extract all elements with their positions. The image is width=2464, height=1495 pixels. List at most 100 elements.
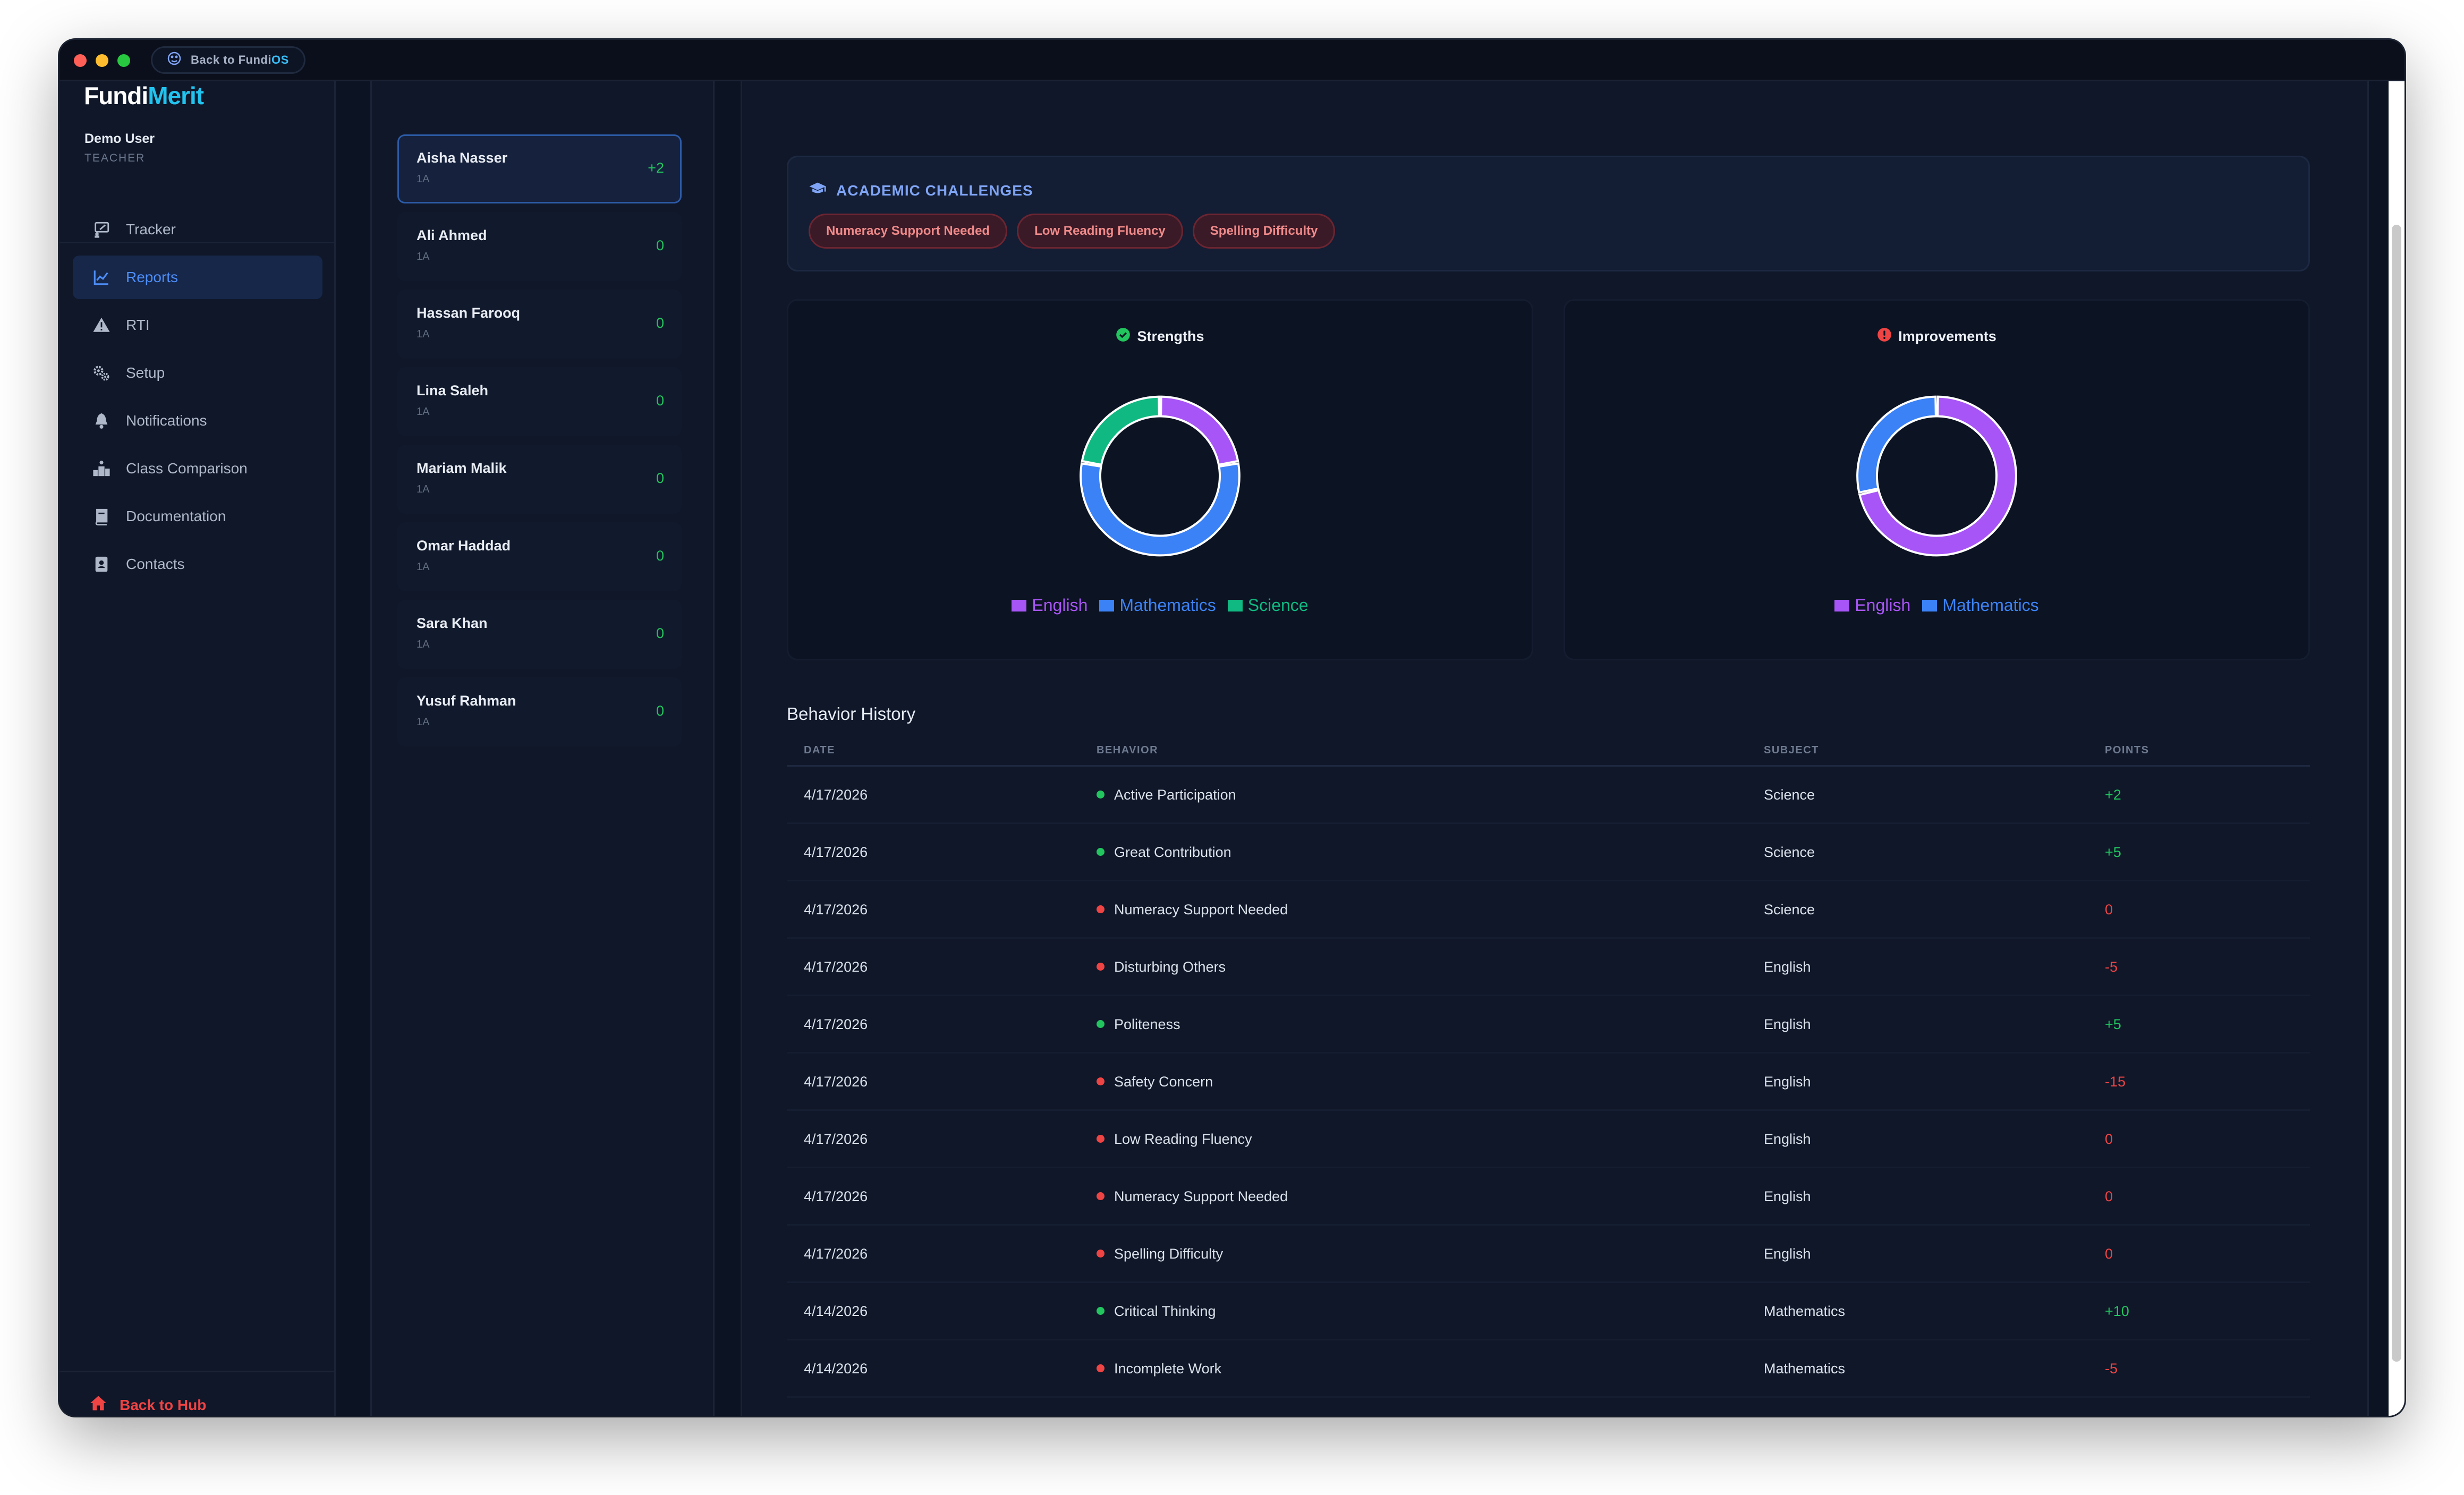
user-name: Demo User — [84, 131, 155, 146]
legend-item-science[interactable]: Science — [1227, 596, 1309, 615]
student-name: Hassan Farooq — [417, 305, 521, 321]
scrollbar[interactable] — [2389, 81, 2404, 1416]
row-behavior: Critical Thinking — [1097, 1303, 1216, 1320]
fundi-logo-icon — [166, 50, 182, 70]
sidebar-item-reports[interactable]: Reports — [73, 256, 322, 299]
legend-item-mathematics[interactable]: Mathematics — [1922, 596, 2039, 615]
sidebar-item-notifications[interactable]: Notifications — [73, 399, 322, 443]
donut-slice-english[interactable] — [1858, 395, 2017, 557]
sidebar-item-label: Class Comparison — [126, 460, 248, 477]
row-behavior: Disturbing Others — [1097, 959, 1226, 975]
student-class: 1A — [417, 483, 430, 495]
table-row[interactable]: 4/17/2026 Numeracy Support Needed Science 0 — [787, 881, 2310, 939]
sidebar-item-label: Notifications — [126, 412, 207, 429]
report-panel: ACADEMIC CHALLENGES Numeracy Support Nee… — [741, 81, 2369, 1416]
table-row[interactable]: 4/14/2026PolitenessMathematics+5 — [787, 1398, 2310, 1416]
status-dot — [1097, 1364, 1104, 1372]
sidebar-item-label: Tracker — [126, 221, 176, 237]
row-behavior-label: Spelling Difficulty — [1114, 1246, 1223, 1262]
alert-circle-icon — [1877, 327, 1892, 346]
student-class: 1A — [417, 561, 430, 573]
row-subject: English — [1764, 1246, 1811, 1262]
legend-label: English — [1855, 596, 1911, 615]
student-class: 1A — [417, 406, 430, 418]
improvements-title: Improvements — [1565, 327, 2308, 346]
table-row[interactable]: 4/17/2026 Spelling Difficulty English 0 — [787, 1226, 2310, 1283]
donut-slice-mathematics[interactable] — [1080, 462, 1241, 557]
sidebar-item-setup[interactable]: Setup — [73, 351, 322, 395]
donut-slice-mathematics[interactable] — [1856, 395, 1937, 494]
warning-icon — [91, 315, 112, 336]
row-points: -5 — [2105, 1361, 2118, 1377]
back-to-fundios-button[interactable]: Back to FundiOS — [151, 46, 305, 74]
sidebar-item-class-comparison[interactable]: Class Comparison — [73, 447, 322, 490]
legend-label: English — [1032, 596, 1088, 615]
row-date: 4/17/2026 — [804, 844, 868, 860]
row-behavior-label: Active Participation — [1114, 787, 1236, 803]
scrollbar-thumb[interactable] — [2392, 225, 2401, 1362]
maximize-window-button[interactable] — [117, 54, 130, 67]
sidebar: FundiMerit Demo User TEACHER Tracker Repo… — [60, 81, 336, 1416]
header-date[interactable]: DATE — [804, 744, 835, 756]
row-points: +5 — [2105, 844, 2121, 860]
row-behavior: Incomplete Work — [1097, 1361, 1221, 1377]
legend-item-mathematics[interactable]: Mathematics — [1099, 596, 1216, 615]
legend-swatch — [1099, 599, 1115, 611]
table-row[interactable]: 4/14/2026 Incomplete Work Mathematics -5 — [787, 1340, 2310, 1398]
status-dot — [1097, 848, 1104, 856]
student-points: 0 — [656, 393, 664, 409]
status-dot — [1097, 905, 1104, 913]
student-card[interactable]: Mariam Malik 1A 0 — [397, 445, 682, 514]
student-card[interactable]: Omar Haddad 1A 0 — [397, 522, 682, 591]
sidebar-item-tracker[interactable]: Tracker — [73, 208, 322, 251]
back-to-hub-button[interactable]: Back to Hub — [89, 1394, 206, 1416]
row-date: 4/17/2026 — [804, 902, 868, 918]
donut-slice-english[interactable] — [1160, 395, 1239, 466]
table-row[interactable]: 4/17/2026 Great Contribution Science +5 — [787, 824, 2310, 881]
sidebar-item-rti[interactable]: RTI — [73, 303, 322, 347]
row-subject: English — [1764, 1074, 1811, 1090]
row-subject: Mathematics — [1764, 1303, 1846, 1319]
table-row[interactable]: 4/17/2026 Numeracy Support Needed English 0 — [787, 1168, 2310, 1226]
table-row[interactable]: 4/17/2026 Low Reading Fluency English 0 — [787, 1111, 2310, 1168]
header-subject[interactable]: SUBJECT — [1764, 744, 1819, 756]
strengths-title: Strengths — [788, 327, 1532, 346]
row-date: 4/17/2026 — [804, 1131, 868, 1147]
sidebar-item-documentation[interactable]: Documentation — [73, 495, 322, 538]
improvements-title-text: Improvements — [1898, 328, 1996, 344]
table-row[interactable]: 4/17/2026 Safety Concern English -15 — [787, 1054, 2310, 1111]
student-card[interactable]: Aisha Nasser 1A +2 — [397, 134, 682, 203]
close-window-button[interactable] — [74, 54, 87, 67]
chart-line-icon — [91, 267, 112, 288]
header-behavior[interactable]: BEHAVIOR — [1097, 744, 1159, 756]
student-class: 1A — [417, 716, 430, 728]
table-row[interactable]: 4/17/2026 Disturbing Others English -5 — [787, 939, 2310, 996]
minimize-window-button[interactable] — [96, 54, 108, 67]
student-name: Sara Khan — [417, 615, 488, 631]
row-date: 4/14/2026 — [804, 1303, 868, 1319]
table-header: DATE BEHAVIOR SUBJECT POINTS — [787, 736, 2310, 767]
table-row[interactable]: 4/17/2026 Politeness English +5 — [787, 996, 2310, 1054]
sidebar-item-label: Setup — [126, 364, 165, 381]
legend-swatch — [1922, 599, 1938, 611]
student-card[interactable]: Ali Ahmed 1A 0 — [397, 212, 682, 281]
row-behavior-label: Low Reading Fluency — [1114, 1131, 1252, 1147]
strengths-legend: English Mathematics Science — [788, 596, 1532, 615]
legend-item-english[interactable]: English — [1834, 596, 1910, 615]
sidebar-item-label: Contacts — [126, 556, 185, 572]
student-points: 0 — [656, 470, 664, 486]
header-points[interactable]: POINTS — [2105, 744, 2149, 756]
sidebar-item-contacts[interactable]: Contacts — [73, 542, 322, 586]
row-subject: English — [1764, 959, 1811, 975]
legend-item-english[interactable]: English — [1012, 596, 1087, 615]
donut-slice-science[interactable] — [1081, 395, 1160, 466]
student-card[interactable]: Lina Saleh 1A 0 — [397, 367, 682, 436]
back-to-hub-label: Back to Hub — [120, 1396, 207, 1413]
bell-icon — [91, 410, 112, 431]
table-row[interactable]: 4/17/2026 Active Participation Science +2 — [787, 767, 2310, 824]
student-card[interactable]: Hassan Farooq 1A 0 — [397, 290, 682, 359]
student-card[interactable]: Sara Khan 1A 0 — [397, 600, 682, 669]
improvements-legend: English Mathematics — [1565, 596, 2308, 615]
student-card[interactable]: Yusuf Rahman 1A 0 — [397, 677, 682, 746]
table-row[interactable]: 4/14/2026 Critical Thinking Mathematics +10 — [787, 1283, 2310, 1340]
